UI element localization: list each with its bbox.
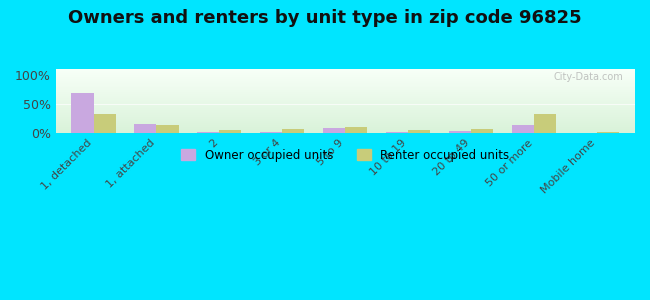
Bar <box>56 71 635 72</box>
Bar <box>94 114 116 133</box>
Text: City-Data.com: City-Data.com <box>554 72 623 82</box>
Bar <box>56 111 635 112</box>
Bar <box>56 122 635 123</box>
Bar <box>408 130 430 133</box>
Bar <box>56 131 635 132</box>
Bar <box>534 114 556 133</box>
Bar <box>56 112 635 113</box>
Bar <box>56 121 635 122</box>
Bar <box>56 84 635 85</box>
Bar <box>56 110 635 111</box>
Bar <box>72 93 94 133</box>
Bar <box>56 99 635 100</box>
Bar <box>56 96 635 97</box>
Bar <box>157 124 179 133</box>
Bar <box>56 93 635 94</box>
Bar <box>56 83 635 84</box>
Bar <box>56 101 635 102</box>
Bar <box>56 113 635 114</box>
Bar <box>56 104 635 105</box>
Bar <box>386 131 408 133</box>
Bar <box>56 90 635 91</box>
Bar <box>56 89 635 90</box>
Bar <box>56 73 635 74</box>
Bar <box>56 119 635 120</box>
Bar <box>56 108 635 109</box>
Bar <box>56 69 635 70</box>
Bar <box>56 85 635 86</box>
Bar <box>512 125 534 133</box>
Bar <box>56 109 635 110</box>
Bar <box>261 132 282 133</box>
Bar <box>56 117 635 118</box>
Bar <box>56 80 635 81</box>
Bar <box>56 105 635 106</box>
Bar <box>56 130 635 131</box>
Bar <box>56 76 635 77</box>
Bar <box>56 126 635 127</box>
Bar <box>56 132 635 133</box>
Text: Owners and renters by unit type in zip code 96825: Owners and renters by unit type in zip c… <box>68 9 582 27</box>
Bar <box>282 129 304 133</box>
Bar <box>56 127 635 128</box>
Bar <box>56 103 635 104</box>
Bar <box>56 94 635 95</box>
Bar <box>56 79 635 80</box>
Bar <box>56 118 635 119</box>
Bar <box>449 131 471 133</box>
Bar <box>220 130 242 133</box>
Bar <box>56 107 635 108</box>
Bar <box>56 97 635 98</box>
Bar <box>56 120 635 121</box>
Bar <box>135 124 157 133</box>
Bar <box>323 128 345 133</box>
Bar <box>56 87 635 88</box>
Bar <box>56 116 635 117</box>
Bar <box>56 75 635 76</box>
Bar <box>56 125 635 126</box>
Bar <box>597 132 619 133</box>
Bar <box>56 81 635 82</box>
Bar <box>198 132 220 133</box>
Bar <box>56 91 635 92</box>
Bar <box>56 88 635 89</box>
Bar <box>56 102 635 103</box>
Bar <box>56 82 635 83</box>
Bar <box>56 86 635 87</box>
Bar <box>56 74 635 75</box>
Bar <box>56 124 635 125</box>
Bar <box>56 114 635 115</box>
Bar <box>56 106 635 107</box>
Bar <box>56 128 635 129</box>
Bar <box>56 100 635 101</box>
Bar <box>56 77 635 78</box>
Bar <box>56 129 635 130</box>
Bar <box>56 95 635 96</box>
Bar <box>56 78 635 79</box>
Bar <box>56 115 635 116</box>
Bar <box>471 129 493 133</box>
Bar <box>345 128 367 133</box>
Bar <box>56 92 635 93</box>
Bar <box>56 123 635 124</box>
Bar <box>56 72 635 73</box>
Legend: Owner occupied units, Renter occupied units: Owner occupied units, Renter occupied un… <box>177 144 514 166</box>
Bar <box>56 70 635 71</box>
Bar <box>56 98 635 99</box>
